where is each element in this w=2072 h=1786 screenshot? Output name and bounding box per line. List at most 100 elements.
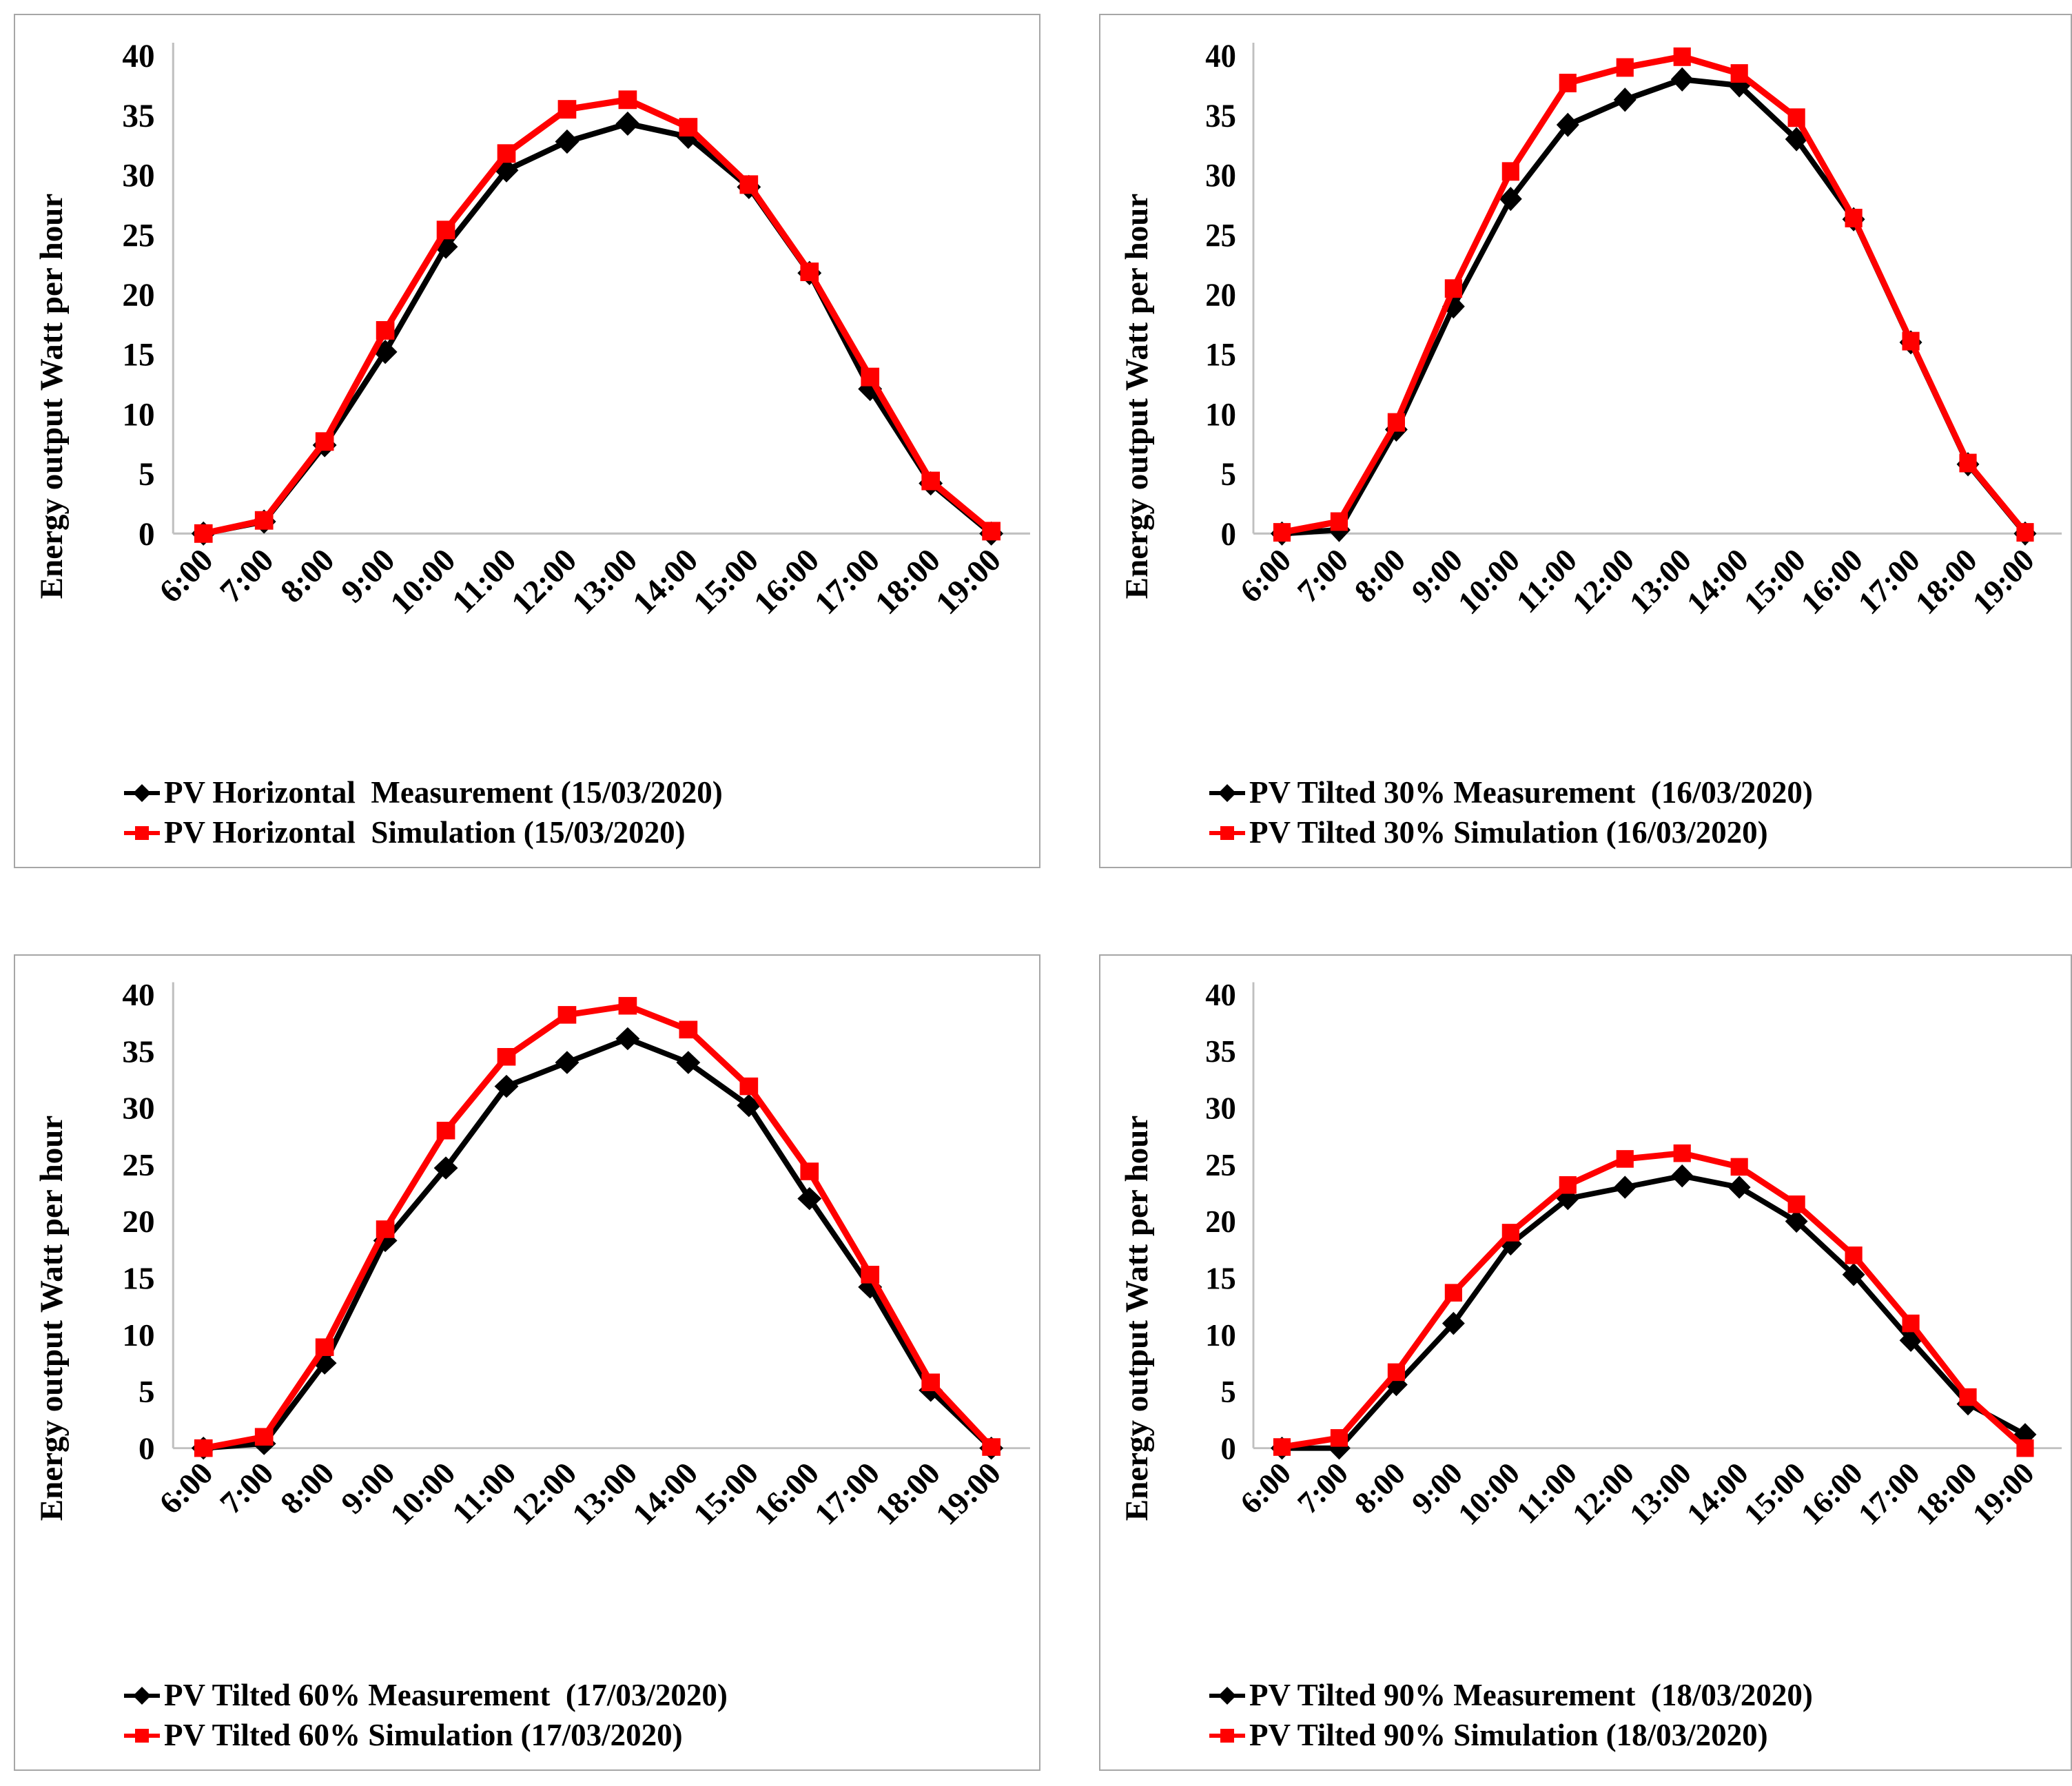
legend: PV Tilted 30% Measurement (16/03/2020) P… xyxy=(1105,769,2064,856)
svg-text:25: 25 xyxy=(1205,217,1236,254)
svg-text:15: 15 xyxy=(122,1261,154,1295)
simulation-series-key-icon xyxy=(124,1729,160,1743)
svg-text:5: 5 xyxy=(139,1375,155,1409)
svg-text:8:00: 8:00 xyxy=(1348,1455,1412,1520)
svg-text:30: 30 xyxy=(122,158,154,194)
svg-text:30: 30 xyxy=(1205,157,1236,194)
svg-text:19:00: 19:00 xyxy=(929,1456,1008,1532)
svg-text:30: 30 xyxy=(122,1091,154,1125)
chart-panel-pv-tilted-60: Energy output Watt per hour 0 5 10 15 20 25 30… xyxy=(14,954,1040,1771)
svg-text:20: 20 xyxy=(122,1204,154,1239)
svg-text:0: 0 xyxy=(1221,1431,1236,1466)
legend-item-simulation: PV Tilted 60% Simulation (17/03/2020) xyxy=(123,1716,1032,1756)
legend-item-measurement: PV Tilted 60% Measurement (17/03/2020) xyxy=(123,1676,1032,1716)
svg-text:8:00: 8:00 xyxy=(274,542,342,610)
svg-text:15:00: 15:00 xyxy=(1737,1455,1812,1531)
svg-text:7:00: 7:00 xyxy=(1291,542,1355,610)
svg-text:40: 40 xyxy=(1205,978,1236,1012)
legend: PV Tilted 60% Measurement (17/03/2020) P… xyxy=(19,1672,1032,1758)
svg-text:8:00: 8:00 xyxy=(274,1456,341,1521)
svg-text:15:00: 15:00 xyxy=(1737,542,1812,622)
svg-text:14:00: 14:00 xyxy=(1680,542,1754,622)
svg-text:16:00: 16:00 xyxy=(1794,542,1869,622)
svg-text:0: 0 xyxy=(1221,516,1236,553)
svg-text:10:00: 10:00 xyxy=(384,542,462,622)
svg-text:18:00: 18:00 xyxy=(868,1456,947,1532)
y-axis-title: Energy output Watt per hour xyxy=(34,193,70,599)
svg-text:15: 15 xyxy=(1205,1261,1236,1295)
y-axis-title: Energy output Watt per hour xyxy=(34,1115,70,1521)
legend-label: PV Tilted 60% Measurement (17/03/2020) xyxy=(164,1678,728,1713)
pv-tilted-90-line-chart: 05101520253035406:007:008:009:0010:0011:… xyxy=(1205,978,2062,1532)
measurement-series-key-icon xyxy=(124,1687,160,1705)
measurement-series-key-icon xyxy=(1209,1687,1245,1705)
svg-text:6:00: 6:00 xyxy=(153,542,220,610)
svg-text:19:00: 19:00 xyxy=(1966,542,2040,622)
svg-text:30: 30 xyxy=(1205,1091,1236,1125)
svg-text:12:00: 12:00 xyxy=(1566,1455,1641,1531)
svg-text:6:00: 6:00 xyxy=(1233,1455,1297,1520)
y-axis-title: Energy output Watt per hour xyxy=(1119,193,1156,599)
chart-panel-pv-tilted-30: Energy output Watt per hour 0 5 10 15 20 25 30… xyxy=(1099,14,2072,868)
svg-text:13:00: 13:00 xyxy=(565,1456,644,1532)
svg-text:12:00: 12:00 xyxy=(504,1456,584,1532)
chart-panel-pv-tilted-90: Energy output Watt per hour 0 5 10 15 20 25 30… xyxy=(1099,954,2072,1771)
legend-label: PV Horizontal Measurement (15/03/2020) xyxy=(164,775,723,810)
svg-text:13:00: 13:00 xyxy=(566,542,644,622)
simulation-series-key-icon xyxy=(1209,1729,1245,1743)
measurement-series-key-icon xyxy=(1209,784,1245,802)
svg-text:5: 5 xyxy=(1221,1375,1236,1409)
legend-label: PV Tilted 30% Simulation (16/03/2020) xyxy=(1249,815,1768,850)
svg-text:14:00: 14:00 xyxy=(1680,1455,1755,1531)
legend-item-simulation: PV Tilted 30% Simulation (16/03/2020) xyxy=(1208,813,2064,853)
legend-label: PV Horizontal Simulation (15/03/2020) xyxy=(164,815,686,850)
svg-text:20: 20 xyxy=(122,278,154,314)
measurement-series-key-icon xyxy=(124,784,160,802)
svg-text:19:00: 19:00 xyxy=(929,542,1007,622)
pv-horizontal-line-chart: 05101520253035406:007:008:009:0010:0011:… xyxy=(122,39,1030,622)
svg-text:8:00: 8:00 xyxy=(1348,542,1412,610)
svg-text:35: 35 xyxy=(1205,98,1236,134)
svg-text:18:00: 18:00 xyxy=(1909,1455,1984,1531)
svg-text:7:00: 7:00 xyxy=(1291,1455,1355,1520)
legend-label: PV Tilted 90% Simulation (18/03/2020) xyxy=(1249,1718,1768,1753)
svg-text:15:00: 15:00 xyxy=(687,542,766,622)
legend: PV Tilted 90% Measurement (18/03/2020) P… xyxy=(1105,1672,2064,1758)
svg-text:7:00: 7:00 xyxy=(213,1456,280,1521)
svg-text:10: 10 xyxy=(122,397,154,433)
legend-item-simulation: PV Horizontal Simulation (15/03/2020) xyxy=(123,813,1032,853)
svg-text:5: 5 xyxy=(1221,456,1236,493)
svg-text:10:00: 10:00 xyxy=(1451,542,1526,622)
svg-text:40: 40 xyxy=(122,978,154,1012)
pv-tilted-30-line-chart: 05101520253035406:007:008:009:0010:0011:… xyxy=(1205,38,2062,622)
legend-label: PV Tilted 90% Measurement (18/03/2020) xyxy=(1249,1678,1813,1713)
svg-text:13:00: 13:00 xyxy=(1623,542,1697,622)
svg-text:17:00: 17:00 xyxy=(808,542,886,622)
svg-text:10: 10 xyxy=(1205,1317,1236,1352)
svg-text:25: 25 xyxy=(122,1148,154,1182)
svg-text:15: 15 xyxy=(1205,336,1236,373)
legend-item-measurement: PV Tilted 30% Measurement (16/03/2020) xyxy=(1208,773,2064,813)
legend-item-simulation: PV Tilted 90% Simulation (18/03/2020) xyxy=(1208,1716,2064,1756)
svg-text:14:00: 14:00 xyxy=(626,542,705,622)
svg-text:16:00: 16:00 xyxy=(747,542,825,622)
pv-tilted-60-line-chart: 05101520253035406:007:008:009:0010:0011:… xyxy=(122,978,1030,1532)
svg-text:11:00: 11:00 xyxy=(1510,542,1583,620)
svg-text:15: 15 xyxy=(122,338,154,373)
chart-panel-pv-horizontal: Energy output Watt per hour 0 5 10 15 20 25 30… xyxy=(14,14,1040,868)
svg-text:40: 40 xyxy=(122,39,154,74)
simulation-series-key-icon xyxy=(1209,826,1245,840)
svg-text:20: 20 xyxy=(1205,1204,1236,1239)
svg-text:14:00: 14:00 xyxy=(626,1456,705,1532)
svg-text:16:00: 16:00 xyxy=(1794,1455,1869,1531)
svg-text:35: 35 xyxy=(122,1034,154,1069)
svg-text:10:00: 10:00 xyxy=(1451,1455,1526,1531)
svg-text:17:00: 17:00 xyxy=(1852,1455,1927,1531)
svg-text:40: 40 xyxy=(1205,38,1236,74)
svg-text:7:00: 7:00 xyxy=(214,542,281,610)
svg-text:19:00: 19:00 xyxy=(1966,1455,2041,1531)
legend-item-measurement: PV Horizontal Measurement (15/03/2020) xyxy=(123,773,1032,813)
svg-text:18:00: 18:00 xyxy=(868,542,947,622)
y-axis-title: Energy output Watt per hour xyxy=(1119,1115,1156,1521)
